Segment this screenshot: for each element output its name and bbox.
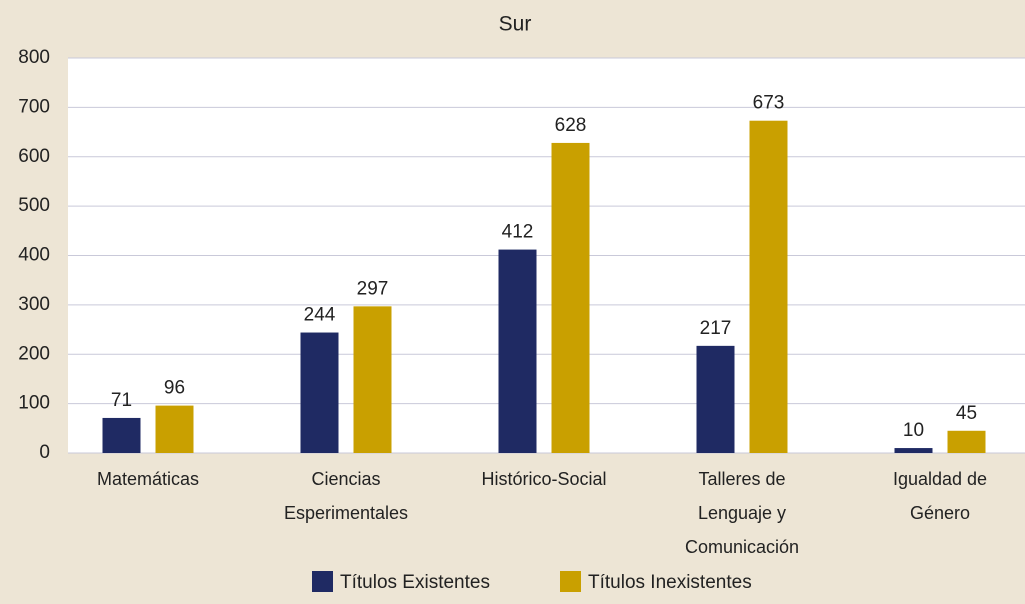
y-tick-label: 0 [39,442,50,463]
x-tick-label: Talleres de Lenguaje y Comunicación [684,469,800,557]
y-tick-label: 300 [18,294,50,315]
y-tick-label: 100 [18,393,50,414]
y-tick-label: 200 [18,343,50,364]
data-label: 10 [903,420,924,441]
data-label: 673 [753,93,785,114]
data-label: 71 [111,390,132,411]
y-tick-label: 400 [18,245,50,266]
legend-label: Títulos Inexistentes [588,572,752,593]
legend-swatch [312,571,333,592]
bar [498,249,537,453]
data-label: 412 [502,222,534,243]
y-tick-label: 600 [18,146,50,167]
y-tick-label: 800 [18,47,50,68]
bar [353,306,392,453]
x-tick-label: Ciencias Esperimentales [283,469,409,523]
legend-swatch [560,571,581,592]
bar [300,332,339,453]
bar [551,142,590,454]
x-tick-label: Igualdad de Género [892,469,988,523]
data-label: 628 [555,115,587,136]
data-label: 297 [357,278,389,299]
x-tick-label: Histórico-Social [481,469,607,489]
data-label: 45 [956,403,977,424]
bar [894,448,933,453]
bar [749,120,788,454]
y-tick-label: 700 [18,96,50,117]
bar [102,417,141,453]
data-label: 244 [304,305,336,326]
y-tick-label: 500 [18,195,50,216]
bar [155,405,194,453]
data-label: 217 [700,318,732,339]
legend-label: Títulos Existentes [340,572,490,593]
bar [696,345,735,453]
chart-title: Sur [499,13,532,36]
bar [947,430,986,453]
x-tick-label: Matemáticas [96,469,200,489]
data-label: 96 [164,378,185,399]
